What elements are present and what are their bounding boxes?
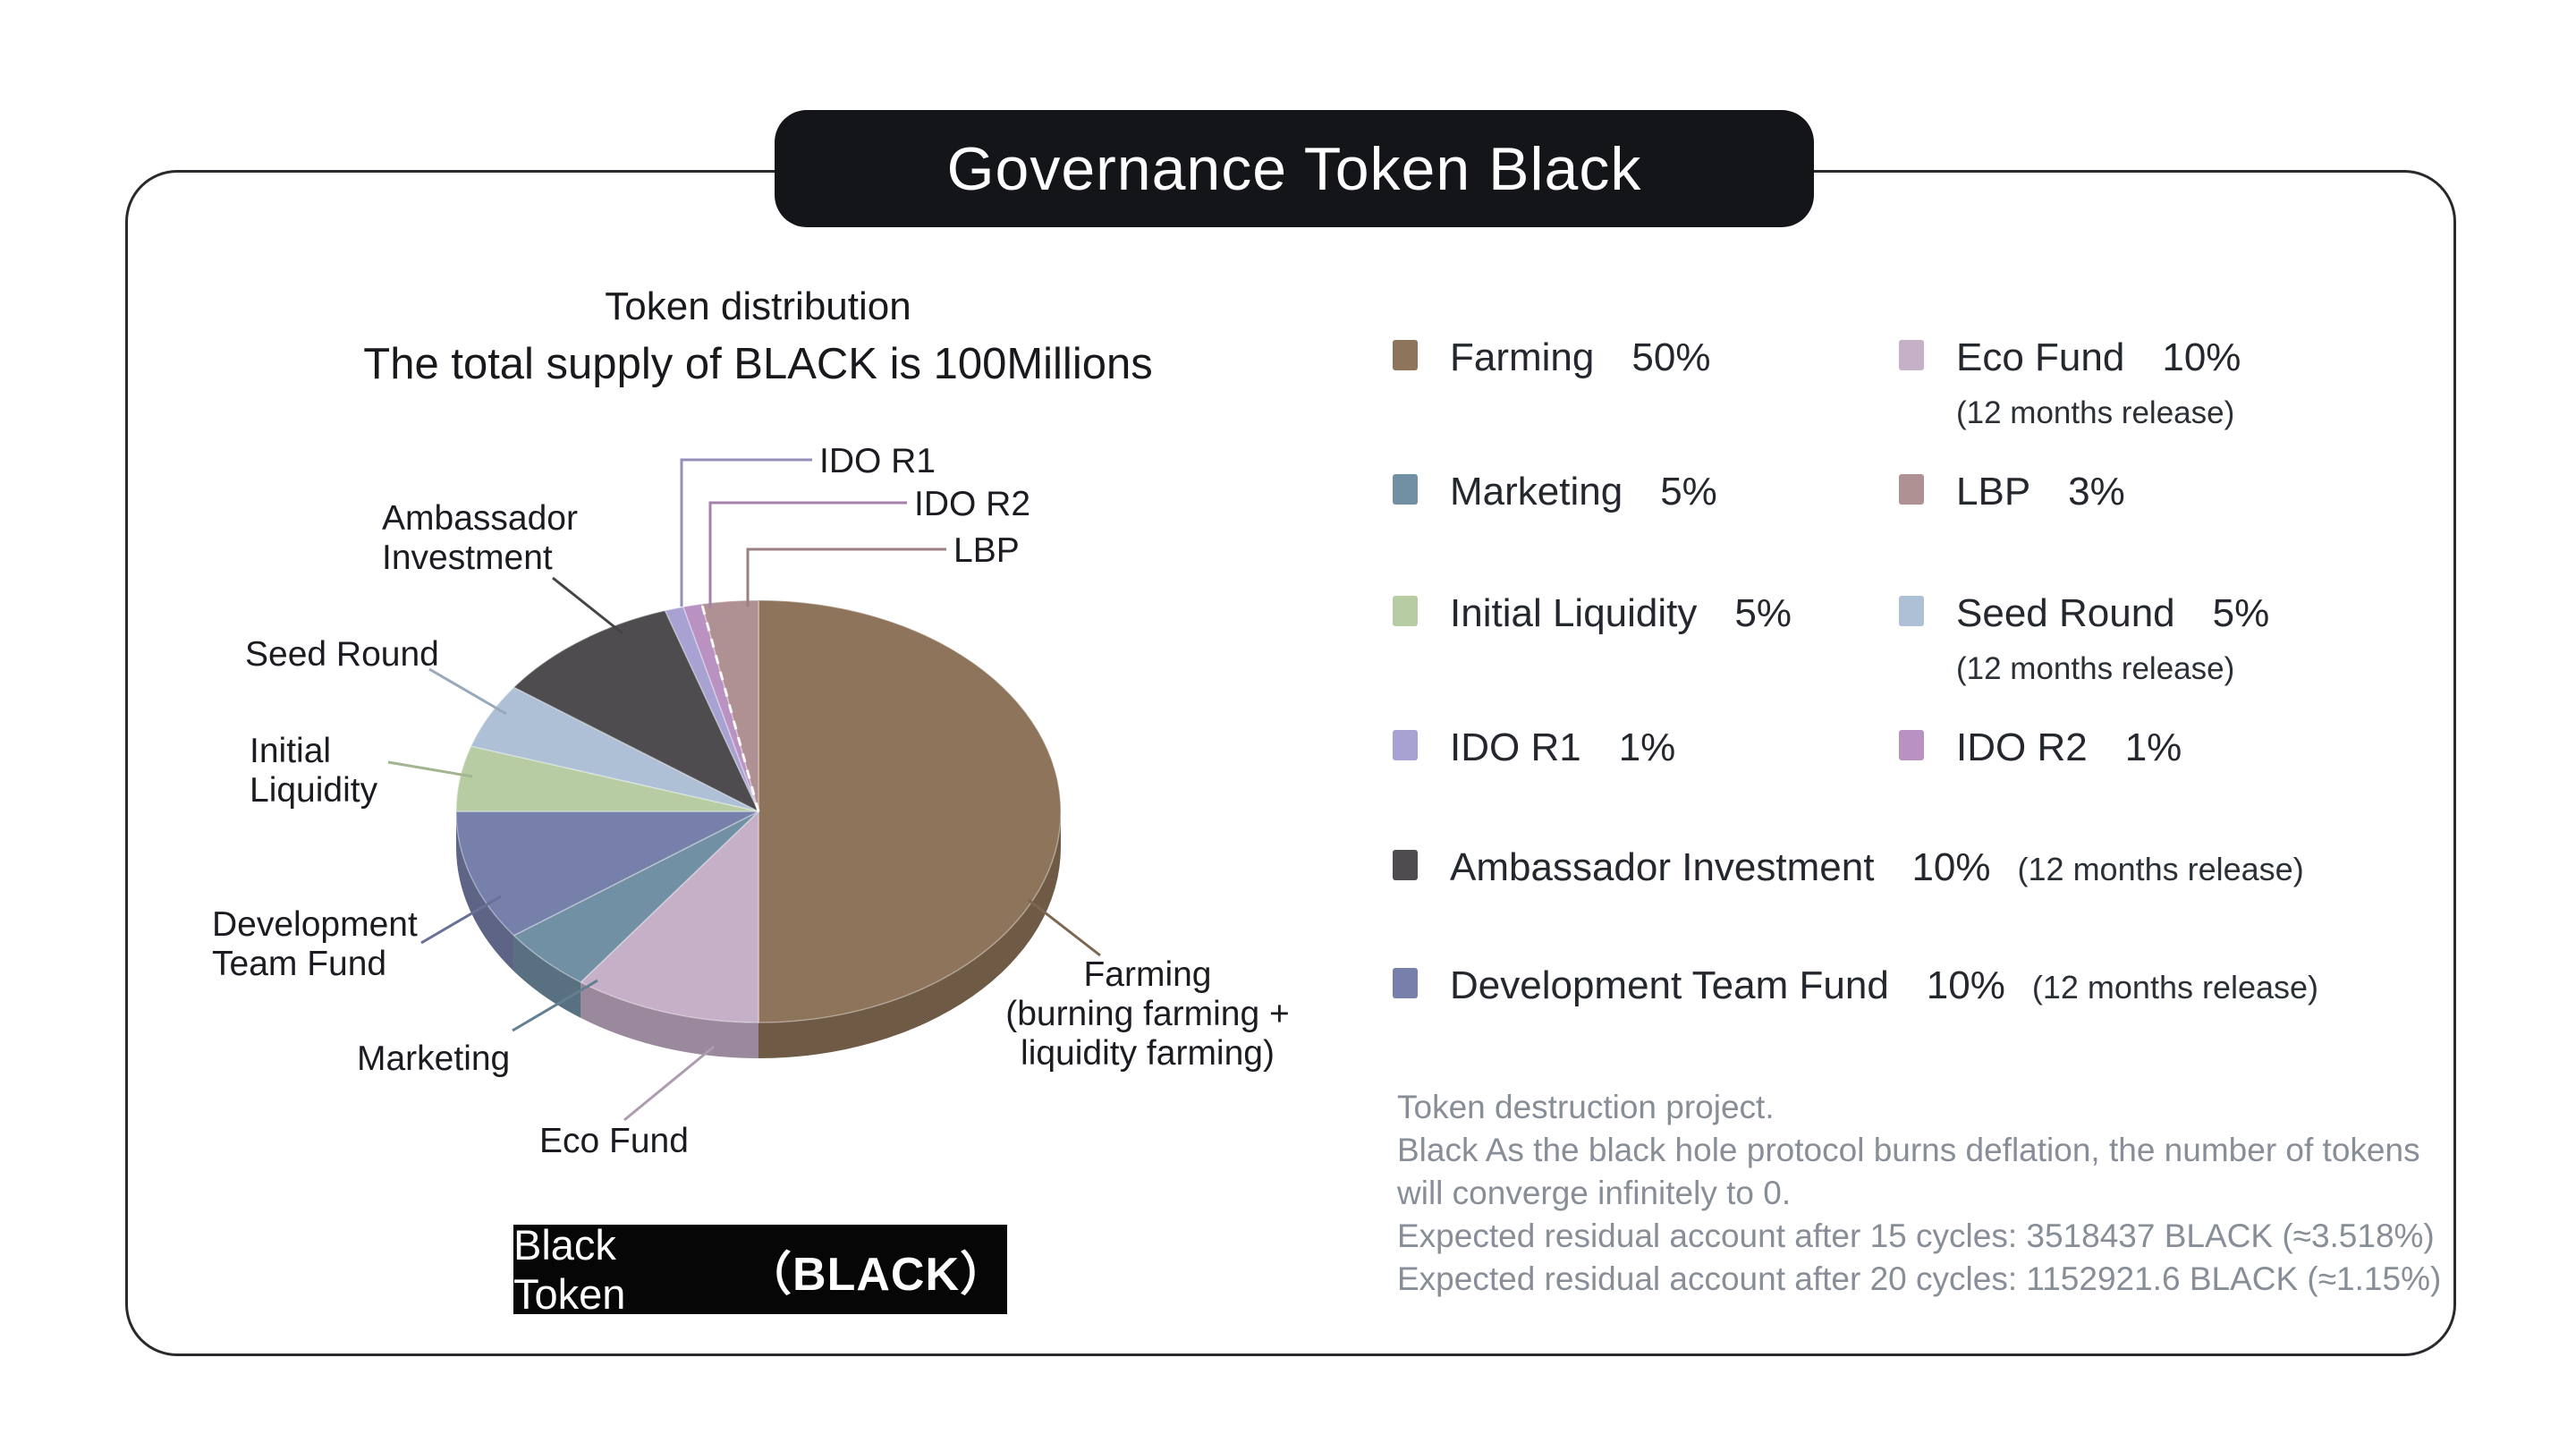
pie-leader-eco_fund	[623, 1045, 715, 1122]
legend-swatch-initial_liquidity	[1393, 596, 1418, 626]
legend-label: Seed Round	[1956, 591, 2175, 635]
legend-pct: 1%	[1618, 726, 1676, 769]
pie-callout-marketing: Marketing	[357, 1039, 510, 1078]
pie-leader-farming	[1028, 898, 1101, 957]
legend-item-dev_team: Development Team Fund 10% (12 months relea…	[1391, 961, 2464, 1079]
legend: Farming 50% Eco Fund 10% (12 months release)…	[1391, 333, 2464, 1079]
legend-pct: 10%	[2162, 335, 2241, 379]
pie-callout-ido_r2: IDO R2	[914, 485, 1030, 523]
pie-wall-marketing	[513, 935, 581, 1018]
destruction-note-line: Black As the black hole protocol burns d…	[1397, 1132, 2420, 1168]
pie-callout-eco_fund: Eco Fund	[539, 1122, 689, 1160]
pie-callout-farming: Farming (burning farming + liquidity farmi…	[1005, 955, 1290, 1073]
legend-note: (12 months release)	[2017, 851, 2304, 887]
legend-label: IDO R2	[1956, 726, 2088, 769]
legend-label: LBP	[1956, 470, 2031, 513]
pie-leader-ido_r1	[680, 458, 812, 607]
pie-wall-farming	[758, 811, 1061, 1058]
legend-swatch-dev_team	[1393, 968, 1418, 998]
legend-label: IDO R1	[1450, 726, 1581, 769]
pie-slice-ambassador	[513, 609, 760, 813]
legend-item-ido_r2: IDO R2 1%	[1897, 723, 2464, 843]
pie-leader-dev_team	[420, 895, 502, 945]
legend-pct: 5%	[1734, 591, 1792, 635]
pie-leader-marketing	[512, 979, 598, 1032]
legend-label: Marketing	[1450, 470, 1623, 513]
pie-slice-initial_liquidity	[455, 745, 759, 812]
pie-slice-farming	[758, 599, 1062, 1023]
legend-item-eco_fund: Eco Fund 10% (12 months release)	[1897, 333, 2464, 467]
pie-callout-lbp: LBP	[953, 531, 1020, 570]
legend-note: (12 months release)	[1956, 651, 2235, 686]
pie-slice-ido_r1	[664, 606, 759, 812]
legend-note: (12 months release)	[1956, 395, 2235, 430]
legend-note: (12 months release)	[2031, 969, 2319, 1006]
legend-item-marketing: Marketing 5%	[1391, 467, 1897, 589]
legend-pct: 10%	[1911, 845, 1991, 889]
token-badge-label: Black Token	[513, 1221, 626, 1318]
pie-leader-seed_round	[428, 667, 507, 716]
pie-leader-ido_r2	[708, 501, 907, 608]
legend-pct: 3%	[2068, 470, 2125, 513]
legend-swatch-ido_r1	[1393, 730, 1418, 760]
destruction-note-line: Token destruction project.	[1397, 1089, 1775, 1125]
legend-item-ido_r1: IDO R1 1%	[1391, 723, 1897, 843]
legend-pct: 1%	[2124, 726, 2182, 769]
legend-item-initial_liquidity: Initial Liquidity 5%	[1391, 589, 1897, 723]
legend-item-farming: Farming 50%	[1391, 333, 1897, 467]
pie-slice-dev_team	[455, 810, 759, 937]
legend-pct: 5%	[2212, 591, 2270, 635]
page-title-pill: Governance Token Black	[775, 110, 1814, 227]
legend-pct: 10%	[1926, 963, 2005, 1007]
legend-item-seed_round: Seed Round 5% (12 months release)	[1897, 589, 2464, 723]
legend-swatch-ido_r2	[1899, 730, 1924, 760]
legend-swatch-farming	[1393, 340, 1418, 370]
legend-label: Initial Liquidity	[1450, 591, 1698, 635]
pie-callout-seed_round: Seed Round	[245, 635, 439, 674]
pie-wall-eco_fund	[580, 981, 758, 1058]
legend-item-ambassador: Ambassador Investment 10% (12 months relea…	[1391, 843, 2464, 961]
legend-swatch-seed_round	[1899, 596, 1924, 626]
pie-leader-lbp	[746, 547, 946, 607]
page-title: Governance Token Black	[946, 134, 1642, 203]
pie-slice-eco_fund	[580, 810, 759, 1023]
legend-swatch-lbp	[1899, 474, 1924, 505]
pie-wall-dev_team	[456, 811, 514, 972]
destruction-note-line: Expected residual account after 15 cycle…	[1397, 1218, 2435, 1254]
legend-label: Development Team Fund	[1450, 963, 1889, 1007]
pie-callout-initial_liquidity: Initial Liquidity	[250, 732, 378, 810]
pie-callout-ambassador: Ambassador Investment	[382, 499, 578, 577]
legend-label: Ambassador Investment	[1450, 845, 1875, 889]
pie-callout-ido_r1: IDO R1	[819, 442, 936, 480]
destruction-note-line: will converge infinitely to 0.	[1397, 1175, 1792, 1211]
pie-leader-ambassador	[552, 576, 623, 635]
token-badge-ticker: （BLACK）	[745, 1248, 1007, 1301]
legend-label: Eco Fund	[1956, 335, 2125, 379]
chart-title-line2: The total supply of BLACK is 100Millions	[363, 340, 1153, 388]
pie-slice-ido_r2	[682, 603, 759, 812]
pie-slice-seed_round	[470, 686, 759, 812]
legend-pct: 50%	[1631, 335, 1711, 379]
legend-swatch-marketing	[1393, 474, 1418, 505]
legend-label: Farming	[1450, 335, 1595, 379]
legend-item-lbp: LBP 3%	[1897, 467, 2464, 589]
pie-slice-marketing	[513, 810, 759, 983]
destruction-note-line: Expected residual account after 20 cycle…	[1397, 1260, 2442, 1297]
destruction-notes: Token destruction project. Black As the b…	[1397, 1086, 2470, 1301]
legend-swatch-eco_fund	[1899, 340, 1924, 370]
chart-title-line1: Token distribution	[605, 284, 911, 328]
pie-dashed-separator	[700, 603, 760, 812]
legend-pct: 5%	[1660, 470, 1717, 513]
pie-callout-dev_team: Development Team Fund	[212, 905, 418, 983]
pie-leader-initial_liquidity	[387, 760, 473, 778]
chart-title-block: Token distribution The total supply of B…	[219, 283, 1297, 392]
legend-swatch-ambassador	[1393, 850, 1418, 880]
token-badge: Black Token （BLACK）	[513, 1221, 1007, 1318]
